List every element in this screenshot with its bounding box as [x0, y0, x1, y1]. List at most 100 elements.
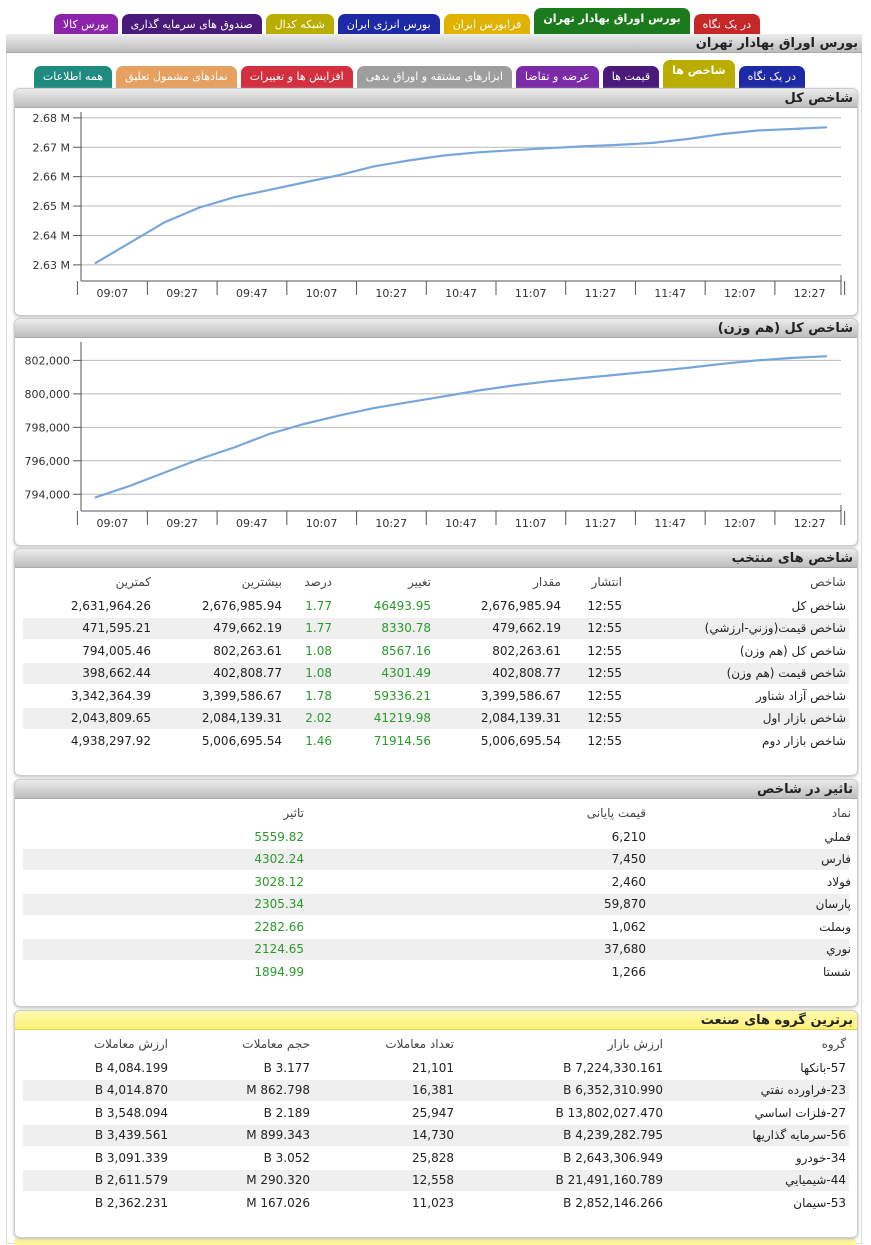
- sub-tab[interactable]: ابزارهای مشتقه و اوراق بدهی: [356, 66, 512, 88]
- table-cell: 2305.34: [254, 897, 304, 911]
- x-tick-label: 09:27: [166, 287, 198, 300]
- table-cell: شاخص بازار دوم: [762, 733, 846, 748]
- y-tick-label: 796,000: [25, 455, 71, 468]
- table-cell: 37,680: [604, 942, 646, 956]
- table-cell: 53-سیمان: [793, 1195, 846, 1210]
- table-cell: 46493.95: [373, 598, 431, 613]
- chart-title: شاخص کل: [15, 89, 857, 108]
- x-tick-label: 09:47: [236, 517, 268, 530]
- table-cell: 3,399,586.67: [201, 688, 282, 703]
- table-cell: 5,006,695.54: [480, 733, 561, 748]
- chart: 2.63 M 2.64 M 2.65 M 2.66 M 2.67 M 2.68 M 09:0…: [33, 112, 846, 300]
- top-tab[interactable]: بورس کالا: [53, 14, 118, 36]
- table-cell: 2124.65: [254, 942, 304, 956]
- table-cell: 3,548.094 B: [94, 1105, 168, 1120]
- table-cell: 12:55: [587, 733, 622, 748]
- table-cell: شستا: [822, 964, 851, 979]
- table-cell: 2,460: [611, 874, 646, 889]
- table-cell: 59,870: [604, 897, 646, 911]
- top-tabs: در یک نگاه بورس اوراق بهادار تهران فرابورس…: [53, 8, 760, 36]
- table-cell: 1.46: [305, 733, 332, 748]
- sub-tabs: در یک نگاه شاخص ها قیمت ها عرضه و تقاضا ابزا…: [33, 60, 805, 88]
- table-cell: 21,101: [412, 1060, 454, 1075]
- table-cell: 3,399,586.67: [480, 688, 561, 703]
- table-cell: 7,224,330.161 B: [563, 1060, 663, 1075]
- column-header: شاخص: [810, 575, 846, 589]
- table-panel: برترین گروه های صنعت گروه ارزش بازار تعداد …: [14, 1010, 858, 1238]
- table-cell: فارس: [821, 852, 851, 866]
- chart-panel: شاخص کل (هم وزن) 794,000 796,000 798,000 800…: [14, 318, 858, 546]
- table-cell: 3028.12: [254, 874, 304, 889]
- table-cell: 12:55: [587, 643, 622, 658]
- table-cell: 479,662.19: [213, 621, 282, 635]
- table-cell: 2282.66: [254, 919, 304, 934]
- y-tick-label: 2.66 M: [33, 171, 70, 184]
- table-panel: شاخص های منتخب شاخص انتشار مقدار تغییر درصد بی…: [14, 548, 858, 776]
- table-cell: 2,084,139.31: [480, 711, 561, 725]
- table-cell: 4,014.870 B: [94, 1083, 168, 1097]
- table-cell: 41219.98: [373, 711, 431, 725]
- y-tick-label: 798,000: [25, 421, 71, 434]
- x-tick-label: 10:27: [375, 287, 407, 300]
- table-cell: 7,450: [611, 852, 646, 866]
- sub-tab[interactable]: قیمت ها: [602, 66, 660, 88]
- table-cell: 56-سرمایه گذاریها: [752, 1128, 846, 1142]
- top-tab[interactable]: فرابورس ایران: [443, 14, 531, 36]
- top-tab[interactable]: بورس انرژی ایران: [337, 14, 440, 36]
- table-cell: پارسان: [815, 897, 851, 911]
- table-cell: 12:55: [587, 598, 622, 613]
- table-cell: 44-شیمیایي: [785, 1173, 846, 1187]
- column-header: انتشار: [591, 575, 622, 589]
- top-tab[interactable]: در یک نگاه: [693, 14, 760, 36]
- table-cell: 25,947: [412, 1105, 454, 1120]
- line-series: [94, 355, 828, 499]
- row-stripe: [23, 1170, 849, 1191]
- y-tick-label: 800,000: [25, 388, 71, 401]
- page-title: بورس اوراق بهادار تهران: [6, 34, 862, 53]
- column-header: حجم معاملات: [242, 1037, 310, 1051]
- sub-tab[interactable]: افزایش ها و تغییرات: [240, 66, 353, 88]
- x-tick-label: 11:07: [515, 517, 547, 530]
- row-stripe: [23, 618, 849, 639]
- x-tick-label: 12:27: [794, 287, 826, 300]
- table-cell: 1.77: [305, 621, 332, 635]
- table-cell: 2,643,306.949 B: [563, 1150, 663, 1165]
- table-cell: 2,362.231 B: [94, 1195, 168, 1210]
- table-cell: فملي: [824, 829, 851, 844]
- table-cell: 23-فراورده نفتي: [760, 1083, 846, 1097]
- y-tick-label: 2.65 M: [33, 200, 70, 213]
- x-tick-label: 09:47: [236, 287, 268, 300]
- table-cell: 21,491,160.789 B: [555, 1173, 664, 1187]
- x-tick-label: 09:07: [97, 517, 129, 530]
- table-cell: 8567.16: [381, 643, 431, 658]
- sub-tab[interactable]: همه اطلاعات: [33, 66, 113, 88]
- column-header: درصد: [304, 575, 332, 589]
- table-cell: 1,266: [611, 964, 646, 979]
- sub-tab[interactable]: شاخص ها: [663, 60, 735, 88]
- chart-panel: شاخص کل 2.63 M 2.64 M 2.65 M 2.66 M 2.67 M 2.6…: [14, 88, 858, 316]
- x-tick-label: 09:27: [166, 517, 198, 530]
- column-header: قیمت پایانی: [586, 806, 646, 820]
- sub-tab[interactable]: در یک نگاه: [738, 66, 805, 88]
- y-tick-label: 2.68 M: [33, 112, 70, 125]
- top-tab[interactable]: بورس اوراق بهادار تهران: [534, 8, 690, 36]
- column-header: تغییر: [408, 575, 431, 589]
- table-cell: 59336.21: [373, 688, 431, 703]
- top-tab[interactable]: شبکه کدال: [265, 14, 334, 36]
- x-tick-label: 11:27: [585, 517, 617, 530]
- table-title: تاثیر در شاخص: [15, 780, 857, 799]
- table-cell: 402,808.77: [213, 666, 282, 680]
- x-tick-label: 10:47: [445, 287, 477, 300]
- top-tab[interactable]: صندوق های سرمایه گذاری: [121, 14, 262, 36]
- table-cell: 479,662.19: [492, 621, 561, 635]
- row-stripe: [23, 663, 849, 684]
- sub-tab[interactable]: عرضه و تقاضا: [515, 66, 599, 88]
- table-cell: نوري: [826, 942, 851, 956]
- y-tick-label: 2.64 M: [33, 229, 70, 242]
- table-cell: شاخص بازار اول: [762, 711, 846, 725]
- row-stripe: [23, 708, 849, 729]
- sub-tab[interactable]: نمادهای مشمول تعلیق: [116, 66, 237, 88]
- table-cell: 3.177 B: [263, 1060, 310, 1075]
- table-cell: 794,005.46: [82, 643, 151, 658]
